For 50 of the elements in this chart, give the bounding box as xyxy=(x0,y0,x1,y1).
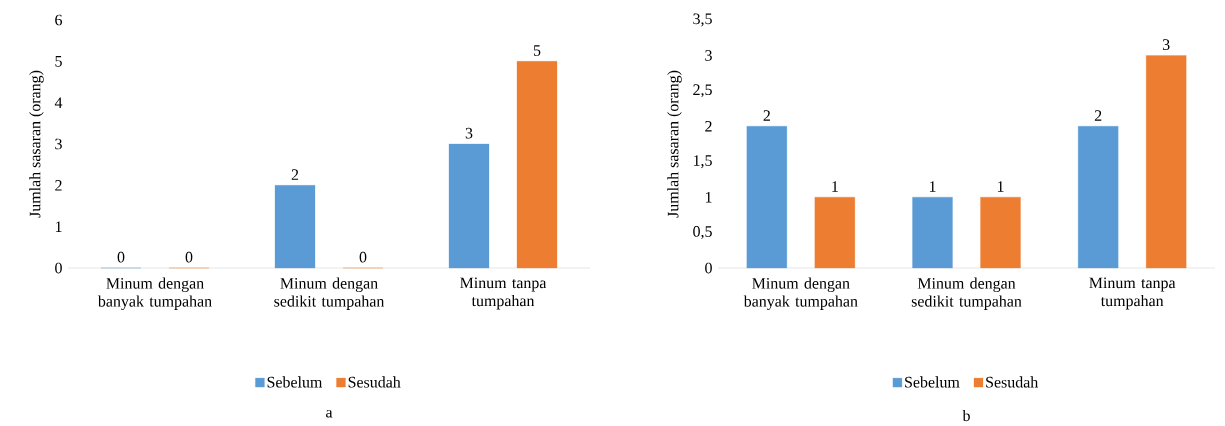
bar xyxy=(912,196,953,268)
x-tick-label: Minum dengan banyak tumpahan xyxy=(743,277,858,310)
y-tick-label: 6 xyxy=(55,14,63,26)
bar xyxy=(274,184,316,268)
y-tick-label: 2 xyxy=(705,120,712,132)
legend-label: Sebelum xyxy=(267,376,323,388)
x-tick-label: Minum dengan sedikit tumpahan xyxy=(274,277,385,310)
data-label: 3 xyxy=(465,127,473,139)
data-label: 2 xyxy=(1094,110,1102,121)
y-tick-label: 0,5 xyxy=(693,225,712,239)
y-tick-label: 2 xyxy=(55,179,62,191)
data-label: 1 xyxy=(997,180,1004,192)
data-label: 0 xyxy=(117,251,125,263)
legend-label: Sesudah xyxy=(986,376,1039,388)
text: b xyxy=(962,409,970,421)
bar xyxy=(746,125,787,268)
y-tick-label: 3,5 xyxy=(693,13,712,27)
legend-label: Sesudah xyxy=(348,376,401,388)
x-tick-label: Minum dengan sedikit tumpahan xyxy=(911,277,1022,310)
data-label: 0 xyxy=(185,251,193,263)
y-tick-label: 0 xyxy=(705,262,712,274)
y-axis-title: Jumlah sasaran (orang) xyxy=(29,70,44,218)
bar xyxy=(814,196,855,268)
bar xyxy=(448,143,490,268)
data-label: 1 xyxy=(832,180,838,192)
y-tick-label: 4 xyxy=(54,97,63,108)
data-label: 3 xyxy=(1162,39,1170,50)
y-tick-label: 1,5 xyxy=(693,155,712,168)
y-tick-label: 1 xyxy=(55,221,62,232)
y-tick-label: 3 xyxy=(55,138,62,150)
y-tick-label: 2,5 xyxy=(693,84,712,98)
data-label: 2 xyxy=(763,110,770,121)
x-tick-label: Minum dengan banyak tumpahan xyxy=(97,277,212,310)
x-tick-label: Minum tanpa tumpahan xyxy=(460,277,547,310)
y-axis-title: Jumlah sasaran (orang) xyxy=(667,70,682,218)
data-label: 5 xyxy=(533,45,541,56)
bar xyxy=(980,196,1021,268)
bar xyxy=(1146,55,1187,268)
y-tick-label: 3 xyxy=(705,49,712,61)
data-label: 2 xyxy=(291,169,299,180)
bar xyxy=(1078,125,1119,268)
y-tick-label: 0 xyxy=(55,262,62,274)
bar xyxy=(516,60,558,268)
data-label: 1 xyxy=(929,180,936,192)
y-tick-label: 5 xyxy=(55,55,62,67)
data-label: 0 xyxy=(359,251,367,263)
x-tick-label: Minum tanpa tumpahan xyxy=(1089,277,1176,310)
legend-label: Sebelum xyxy=(905,376,960,388)
y-tick-label: 1 xyxy=(705,191,712,203)
text: a xyxy=(326,409,333,418)
